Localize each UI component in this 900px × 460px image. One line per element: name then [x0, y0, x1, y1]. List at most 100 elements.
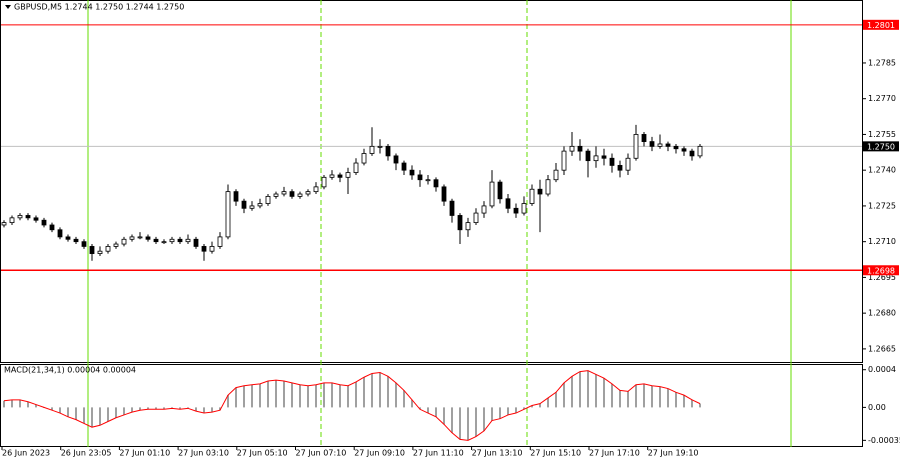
macd-bar [123, 407, 125, 415]
y-tick-label: 1.2665 [868, 344, 896, 353]
macd-bar [395, 382, 397, 408]
y-tick-label: 1.2680 [868, 309, 896, 318]
y-tick-label: 1.2755 [868, 130, 896, 139]
candle-body [193, 238, 199, 247]
candle-body [561, 150, 567, 171]
candle-body [537, 188, 543, 195]
y-tick-label: 1.2770 [868, 94, 896, 103]
candle-body [9, 217, 15, 224]
macd-bar [339, 384, 341, 408]
candle-body [129, 236, 135, 240]
y-tick-label: 1.2785 [868, 58, 896, 67]
macd-bar [451, 407, 453, 433]
x-tick-label: 27 Jun 07:10 [296, 449, 347, 458]
candle-body [145, 236, 151, 240]
candle-body [577, 145, 583, 152]
macd-bar [107, 407, 109, 422]
macd-bar [651, 385, 653, 408]
chart-title: GBPUSD,M5 1.2744 1.2750 1.2744 1.2750 [14, 3, 184, 12]
candle-body [521, 203, 527, 214]
level-label-box [863, 19, 899, 30]
macd-bar [203, 407, 205, 414]
candle-body [369, 145, 375, 154]
macd-bar [115, 407, 117, 418]
candle-body [465, 222, 471, 231]
candle-body [225, 191, 231, 238]
macd-bar [275, 380, 277, 408]
macd-bar [139, 407, 141, 411]
macd-bar [515, 407, 517, 414]
macd-bar [67, 407, 69, 417]
macd-bar [427, 407, 429, 414]
macd-bar [403, 390, 405, 408]
macd-bar [499, 407, 501, 419]
macd-bar [379, 372, 381, 408]
candle-body [257, 203, 263, 207]
level-label: 1.2801 [867, 21, 895, 30]
candle-body [449, 200, 455, 216]
macd-bar [371, 373, 373, 408]
x-tick-label: 27 Jun 09:10 [354, 449, 405, 458]
macd-bar [91, 407, 93, 428]
candle-body [161, 241, 167, 244]
candle-body [337, 174, 343, 178]
macd-bar [587, 370, 589, 408]
candle-body [65, 236, 71, 240]
macd-bar [267, 381, 269, 408]
candle-body [441, 186, 447, 202]
macd-bar [147, 407, 149, 410]
candle-body [649, 141, 655, 147]
menu-triangle[interactable] [5, 5, 11, 9]
x-tick-label: 26 Jun 2023 [2, 449, 50, 458]
candle-body [657, 143, 663, 147]
macd-bar [483, 407, 485, 431]
macd-bar [355, 381, 357, 408]
candle-body [529, 188, 535, 204]
candle-body [345, 172, 351, 178]
macd-bar [699, 403, 701, 408]
candle-body [609, 157, 615, 166]
candle-body [553, 169, 559, 181]
macd-bar [179, 407, 181, 410]
candle-body [401, 162, 407, 171]
candle-body [681, 148, 687, 152]
candle-body [297, 193, 303, 197]
candle-body [241, 200, 247, 209]
candle-body [273, 193, 279, 197]
candle-body [57, 229, 63, 238]
candle-body [265, 195, 271, 204]
macd-bar [547, 397, 549, 408]
level-label: 1.2698 [867, 266, 895, 275]
macd-bar [331, 382, 333, 408]
macd-bar [635, 384, 637, 408]
candle-body [209, 246, 215, 252]
macd-bar [259, 383, 261, 408]
macd-bar [603, 378, 605, 408]
macd-bar [195, 407, 197, 412]
macd-bar [347, 385, 349, 408]
candle-body [201, 246, 207, 252]
macd-bar [163, 407, 165, 410]
candle-body [625, 157, 631, 171]
y-tick-label: 1.2725 [868, 201, 896, 210]
candle-body [105, 246, 111, 252]
macd-bar [595, 374, 597, 408]
candle-body [137, 236, 143, 239]
candle-body [353, 162, 359, 173]
macd-bar [459, 407, 461, 440]
candle-body [233, 191, 239, 202]
candle-body [321, 176, 327, 188]
macd-bar [411, 399, 413, 408]
x-tick-label: 27 Jun 19:10 [648, 449, 699, 458]
macd-y-tick-label: 0.00 [868, 403, 886, 412]
candle-body [425, 179, 431, 182]
macd-bar [75, 407, 77, 420]
macd-bar [227, 395, 229, 408]
macd-y-tick-label: -0.00035 [868, 436, 900, 445]
macd-bar [555, 392, 557, 408]
candle-body [409, 169, 415, 176]
candle-body [1, 222, 7, 226]
candle-body [41, 219, 47, 226]
candle-body [633, 134, 639, 159]
